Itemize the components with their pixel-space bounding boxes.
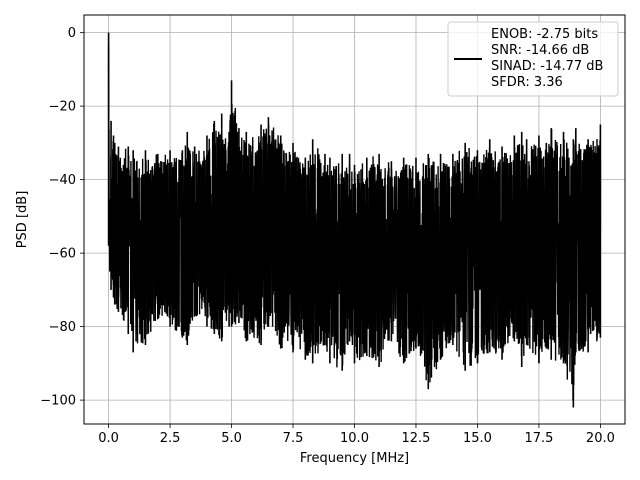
- x-tick-label: 0.0: [98, 431, 119, 446]
- legend: ENOB: -2.75 bits SNR: -14.66 dB SINAD: -…: [447, 21, 619, 97]
- x-tick-label: 15.0: [463, 431, 492, 446]
- y-axis-ticks: 0 −20 −40 −60 −80 −100: [40, 26, 84, 409]
- y-tick-label: −40: [49, 173, 76, 188]
- x-tick-label: 2.5: [160, 431, 181, 446]
- legend-sinad: SINAD: -14.77 dB: [491, 59, 603, 74]
- y-tick-label: −20: [49, 100, 76, 115]
- x-tick-label: 12.5: [402, 431, 431, 446]
- x-tick-label: 10.0: [340, 431, 369, 446]
- legend-box: [447, 21, 619, 97]
- x-tick-label: 5.0: [221, 431, 242, 446]
- x-axis-ticks: 0.0 2.5 5.0 7.5 10.0 12.5 15.0 17.5 20.0: [98, 424, 615, 446]
- legend-sfdr: SFDR: 3.36: [491, 75, 563, 90]
- y-tick-label: −60: [49, 247, 76, 262]
- plot-area: [107, 32, 602, 408]
- x-axis-label: Frequency [MHz]: [300, 451, 409, 466]
- y-tick-label: −80: [49, 320, 76, 335]
- legend-snr: SNR: -14.66 dB: [491, 43, 589, 58]
- y-axis-label: PSD [dB]: [15, 191, 30, 249]
- x-tick-label: 17.5: [524, 431, 553, 446]
- x-tick-label: 7.5: [283, 431, 304, 446]
- y-tick-label: −100: [40, 394, 76, 409]
- x-tick-label: 20.0: [586, 431, 615, 446]
- y-tick-label: 0: [68, 26, 76, 41]
- legend-enob: ENOB: -2.75 bits: [491, 27, 598, 42]
